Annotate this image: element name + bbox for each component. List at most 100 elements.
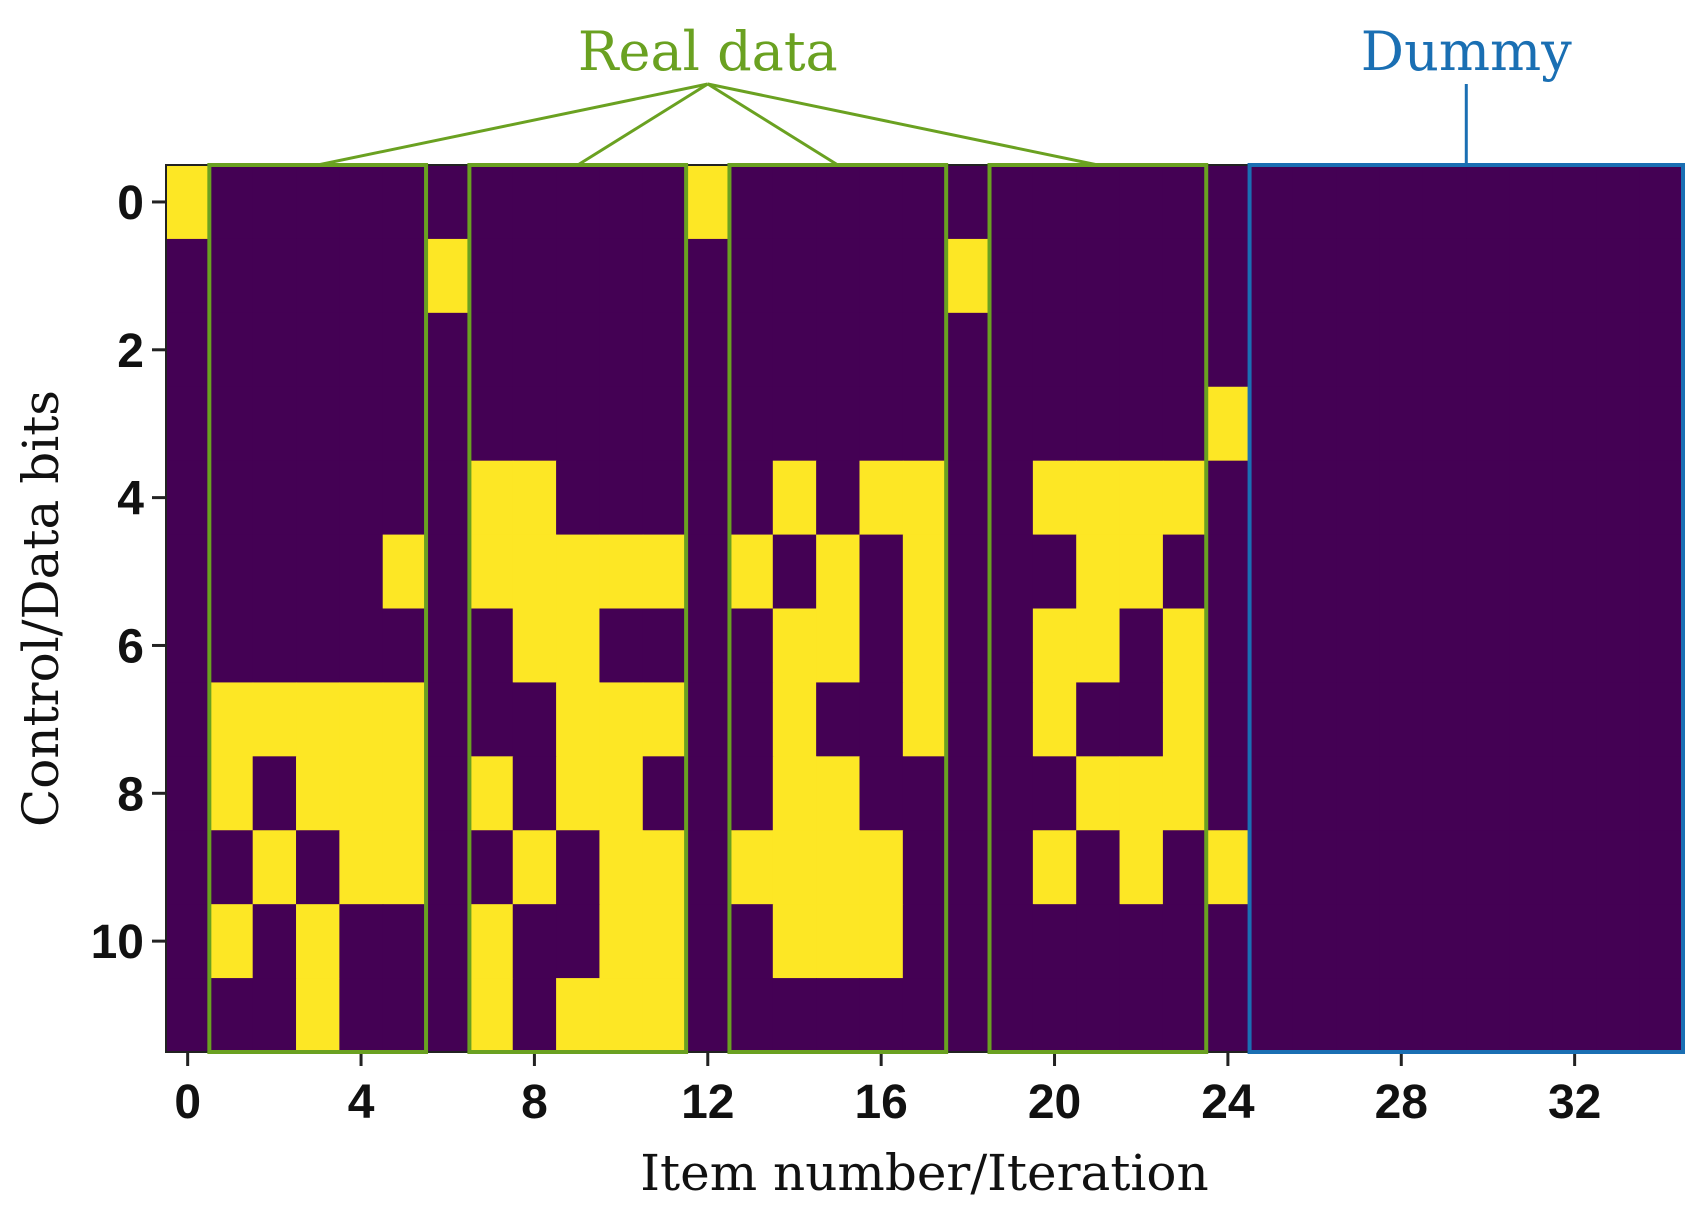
heatmap-cell (252, 312, 297, 388)
heatmap-cell (1466, 312, 1511, 388)
heatmap-cell (642, 534, 687, 610)
heatmap-cell (296, 460, 340, 536)
heatmap-cell (772, 756, 817, 831)
heatmap-cell (1509, 608, 1554, 684)
heatmap-cell (382, 682, 427, 757)
real-data-box (207, 163, 429, 1054)
heatmap-cell (1249, 386, 1294, 462)
heatmap-cell (1422, 756, 1467, 831)
heatmap-cell (1162, 978, 1207, 1053)
heatmap-cell (729, 312, 774, 388)
heatmap-cell (1292, 312, 1337, 388)
heatmap-cell (1076, 534, 1121, 610)
heatmap-cell (1249, 830, 1294, 905)
heatmap-cell (902, 608, 947, 684)
heatmap-cell (642, 978, 687, 1053)
heatmap-cell (1249, 460, 1294, 536)
heatmap-cell (1596, 460, 1641, 536)
heatmap-cell (1379, 312, 1424, 388)
heatmap-cell (1292, 386, 1337, 462)
heatmap-cell (166, 165, 210, 240)
heatmap-cell (1336, 238, 1381, 314)
heatmap-cell (252, 682, 297, 757)
heatmap-cell (426, 312, 470, 388)
heatmap-cell (252, 904, 297, 979)
heatmap-cell (1379, 238, 1424, 314)
heatmap-cell (382, 756, 427, 831)
heatmap-cell (512, 534, 557, 610)
heatmap-cell (382, 165, 427, 240)
heatmap-cell (729, 238, 774, 314)
heatmap-cell (469, 534, 514, 610)
heatmap-cell (772, 534, 817, 610)
heatmap-cell (902, 165, 947, 240)
heatmap-cell (1466, 830, 1511, 905)
heatmap-cell (166, 904, 210, 979)
y-tick-label: 6 (117, 620, 144, 673)
heatmap-cell (1552, 238, 1597, 314)
heatmap-cell (209, 830, 254, 905)
heatmap-cell (816, 830, 861, 905)
heatmap-cell (1076, 238, 1121, 314)
heatmap-cell (1292, 608, 1337, 684)
heatmap-cell (946, 756, 991, 831)
heatmap-cell (1552, 460, 1597, 536)
heatmap-cell (1466, 165, 1511, 240)
heatmap-cell (1379, 904, 1424, 979)
real-data-pointer-line (706, 82, 839, 167)
x-tick-label: 4 (348, 1076, 375, 1129)
heatmap-cell (902, 238, 947, 314)
heatmap-cell (1422, 830, 1467, 905)
heatmap-cell (1162, 238, 1207, 314)
heatmap-cell (1552, 312, 1597, 388)
x-tick-label: 0 (174, 1076, 201, 1129)
heatmap-cell (1249, 312, 1294, 388)
heatmap-cell (382, 386, 427, 462)
y-axis-label: Control/Data bits (12, 390, 70, 827)
heatmap-cell (252, 756, 297, 831)
heatmap-cell (252, 238, 297, 314)
heatmap-cell (209, 904, 254, 979)
annotations: Real data Dummy (207, 20, 1685, 1054)
heatmap-cell (166, 978, 210, 1053)
heatmap-cell (1509, 830, 1554, 905)
heatmap-cell (946, 165, 991, 240)
heatmap-cell (1076, 830, 1121, 905)
heatmap-cell (296, 904, 340, 979)
heatmap-cell (1422, 460, 1467, 536)
heatmap-cell (1596, 608, 1641, 684)
heatmap-cell (1162, 682, 1207, 757)
heatmap-cell (599, 608, 644, 684)
heatmap-cell (1206, 312, 1251, 388)
heatmap-cell (1119, 682, 1164, 757)
heatmap-cell (1552, 534, 1597, 610)
heatmap-cell (859, 460, 904, 536)
heatmap-cell (1032, 386, 1077, 462)
heatmap-cell (556, 682, 601, 757)
heatmap-cell (1206, 978, 1251, 1053)
heatmap-cell (946, 830, 991, 905)
heatmap-cell (1639, 682, 1684, 757)
heatmap-cell (816, 534, 861, 610)
heatmap-cell (1162, 830, 1207, 905)
heatmap-cell (469, 904, 514, 979)
heatmap-cell (642, 312, 687, 388)
heatmap-cell (1379, 830, 1424, 905)
heatmap-cell (1162, 386, 1207, 462)
heatmap-cell (469, 386, 514, 462)
heatmap-cell (209, 165, 254, 240)
heatmap-cell (1249, 165, 1294, 240)
heatmap-cell (599, 830, 644, 905)
heatmap-cell (1639, 165, 1684, 240)
heatmap-cell (816, 608, 861, 684)
heatmap-cell (1032, 312, 1077, 388)
heatmap-cell (556, 386, 601, 462)
heatmap-cell (729, 904, 774, 979)
heatmap-cell (1032, 682, 1077, 757)
heatmap-cell (989, 165, 1034, 240)
heatmap-cell (859, 534, 904, 610)
heatmap-cell (1336, 460, 1381, 536)
heatmap-cell (902, 460, 947, 536)
heatmap-cell (1379, 165, 1424, 240)
